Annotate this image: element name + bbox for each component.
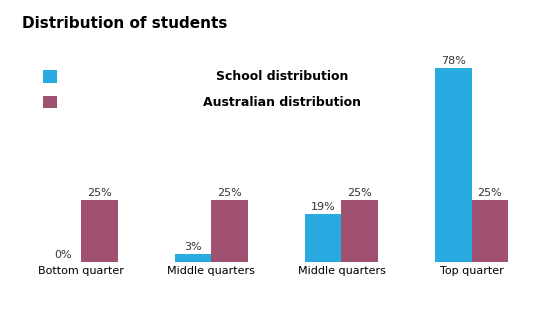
Bar [435,68,472,262]
Text: 19%: 19% [311,203,335,212]
Bar [472,200,508,262]
Bar [81,200,118,262]
Text: 25%: 25% [347,188,372,197]
Text: 0%: 0% [54,249,72,260]
Bar [175,254,211,262]
Bar [341,200,378,262]
Text: School distribution: School distribution [216,70,348,83]
Bar [305,214,341,262]
Text: 78%: 78% [441,56,466,66]
Text: 3%: 3% [184,242,202,252]
Text: 25%: 25% [478,188,502,197]
Bar [211,200,248,262]
Text: 25%: 25% [87,188,112,197]
Text: Australian distribution: Australian distribution [203,96,361,108]
Text: Distribution of students: Distribution of students [22,16,227,31]
Text: 25%: 25% [217,188,242,197]
